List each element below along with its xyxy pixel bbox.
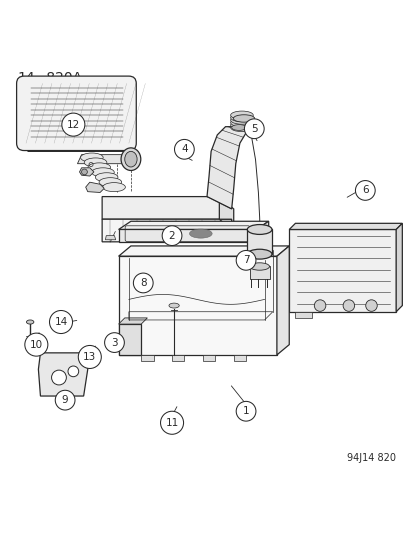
Ellipse shape xyxy=(230,116,253,124)
Polygon shape xyxy=(77,155,133,164)
Polygon shape xyxy=(79,168,94,176)
Ellipse shape xyxy=(124,151,137,167)
Text: 6: 6 xyxy=(361,185,368,196)
Ellipse shape xyxy=(26,320,34,324)
Polygon shape xyxy=(118,256,276,355)
Circle shape xyxy=(55,390,75,410)
Circle shape xyxy=(174,140,194,159)
Text: 1: 1 xyxy=(242,406,249,416)
Text: 2: 2 xyxy=(169,231,175,241)
Polygon shape xyxy=(102,219,233,242)
Polygon shape xyxy=(289,230,395,312)
Text: 7: 7 xyxy=(242,255,249,265)
Circle shape xyxy=(313,300,325,311)
Text: 3: 3 xyxy=(111,337,118,348)
FancyBboxPatch shape xyxy=(141,355,153,361)
Circle shape xyxy=(52,370,66,385)
Ellipse shape xyxy=(91,168,114,177)
Ellipse shape xyxy=(230,121,253,129)
Circle shape xyxy=(81,169,87,175)
Text: 14−820A: 14−820A xyxy=(18,71,83,85)
Polygon shape xyxy=(105,236,115,240)
Circle shape xyxy=(342,300,354,311)
Circle shape xyxy=(104,333,124,352)
Circle shape xyxy=(50,311,72,334)
Ellipse shape xyxy=(247,224,271,235)
Circle shape xyxy=(244,119,263,139)
FancyBboxPatch shape xyxy=(202,355,215,361)
Circle shape xyxy=(78,345,101,368)
Circle shape xyxy=(236,401,255,421)
Ellipse shape xyxy=(189,229,211,238)
Text: 10: 10 xyxy=(30,340,43,350)
Polygon shape xyxy=(38,353,88,396)
Ellipse shape xyxy=(81,153,103,162)
Polygon shape xyxy=(118,246,289,256)
Ellipse shape xyxy=(230,118,253,127)
Text: 4: 4 xyxy=(180,144,187,154)
Polygon shape xyxy=(219,197,233,242)
Text: 11: 11 xyxy=(165,418,178,428)
Text: 8: 8 xyxy=(140,278,146,288)
Polygon shape xyxy=(289,223,401,230)
FancyBboxPatch shape xyxy=(249,265,269,279)
Text: 14: 14 xyxy=(54,317,67,327)
Circle shape xyxy=(62,113,85,136)
Text: 5: 5 xyxy=(250,124,257,134)
Text: 13: 13 xyxy=(83,352,96,362)
Circle shape xyxy=(365,300,376,311)
Text: 12: 12 xyxy=(66,119,80,130)
Polygon shape xyxy=(118,221,268,230)
Circle shape xyxy=(355,181,374,200)
Polygon shape xyxy=(276,246,289,355)
Ellipse shape xyxy=(230,114,253,122)
Ellipse shape xyxy=(249,263,269,270)
Circle shape xyxy=(162,226,181,246)
Text: 9: 9 xyxy=(62,395,68,405)
Polygon shape xyxy=(295,312,311,318)
Circle shape xyxy=(133,273,153,293)
Polygon shape xyxy=(206,127,254,209)
Circle shape xyxy=(68,366,78,377)
Polygon shape xyxy=(395,223,401,312)
Polygon shape xyxy=(118,318,147,324)
Ellipse shape xyxy=(99,177,121,187)
FancyBboxPatch shape xyxy=(17,76,136,150)
Polygon shape xyxy=(118,324,141,355)
FancyBboxPatch shape xyxy=(247,230,271,254)
Polygon shape xyxy=(256,221,268,242)
FancyBboxPatch shape xyxy=(233,355,245,361)
Ellipse shape xyxy=(102,183,125,192)
Circle shape xyxy=(25,333,48,356)
Polygon shape xyxy=(118,230,256,242)
Ellipse shape xyxy=(88,163,110,172)
Ellipse shape xyxy=(230,124,253,132)
Text: 94J14 820: 94J14 820 xyxy=(347,453,395,463)
FancyBboxPatch shape xyxy=(172,355,184,361)
Ellipse shape xyxy=(95,173,118,182)
Ellipse shape xyxy=(121,148,140,171)
Polygon shape xyxy=(24,143,128,151)
Ellipse shape xyxy=(84,158,107,167)
Polygon shape xyxy=(85,182,104,192)
Ellipse shape xyxy=(230,111,253,119)
Ellipse shape xyxy=(231,125,246,131)
Ellipse shape xyxy=(247,249,271,259)
Circle shape xyxy=(236,251,255,270)
Polygon shape xyxy=(102,197,231,219)
Ellipse shape xyxy=(233,115,254,122)
Ellipse shape xyxy=(169,303,179,308)
Circle shape xyxy=(160,411,183,434)
